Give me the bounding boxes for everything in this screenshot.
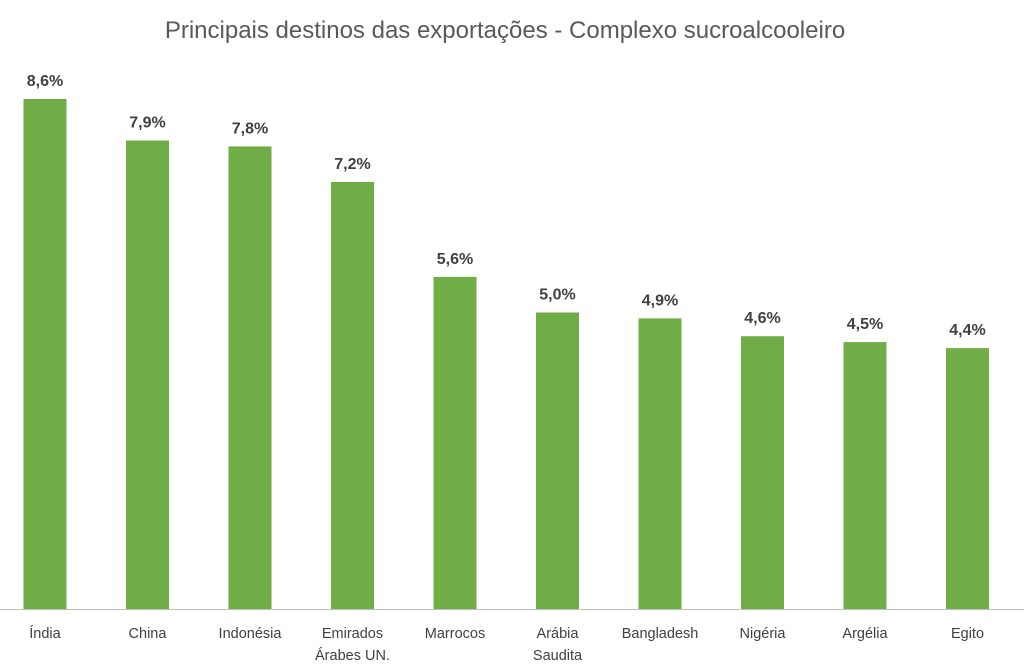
bar [536, 312, 579, 609]
chart-title: Principais destinos das exportações - Co… [165, 17, 845, 44]
data-label: 8,6% [27, 73, 63, 90]
bar [228, 146, 272, 609]
bar [843, 342, 887, 609]
x-tick-label: Indonésia [219, 626, 283, 642]
bar [331, 182, 374, 609]
data-label: 5,6% [437, 251, 473, 268]
bar [433, 276, 477, 609]
x-tick-label: Emirados Árabes UN. [315, 626, 390, 664]
bar [126, 140, 169, 609]
data-label: 7,2% [334, 156, 370, 173]
x-tick-label: China [129, 626, 168, 642]
data-label: 4,9% [642, 292, 678, 309]
x-tick-labels-group: Índia China Indonésia Emirados Árabes UN. Mar… [29, 625, 984, 664]
x-tick-label: Arábia Saudita [533, 626, 583, 664]
x-tick-label: Bangladesh [622, 626, 699, 642]
x-tick-label: Argélia [842, 626, 888, 642]
x-tick-label: Índia [29, 625, 61, 642]
x-tick-label: Nigéria [740, 626, 787, 642]
bar [638, 318, 682, 609]
bar [946, 348, 989, 609]
data-label: 4,5% [847, 316, 883, 333]
data-label: 7,8% [232, 120, 268, 137]
data-label: 5,0% [539, 287, 575, 304]
bar [741, 336, 784, 609]
x-tick-label: Marrocos [425, 626, 485, 642]
data-label: 4,6% [744, 310, 780, 327]
bars-group [23, 99, 989, 609]
data-labels-group: 8,6% 7,9% 7,8% 7,2% 5,6% 5,0% 4,9% 4,6% 4,5% 4,4% [27, 73, 986, 339]
data-label: 4,4% [949, 322, 985, 339]
x-tick-label: Egito [951, 626, 984, 642]
data-label: 7,9% [129, 115, 165, 132]
bar [23, 99, 67, 609]
